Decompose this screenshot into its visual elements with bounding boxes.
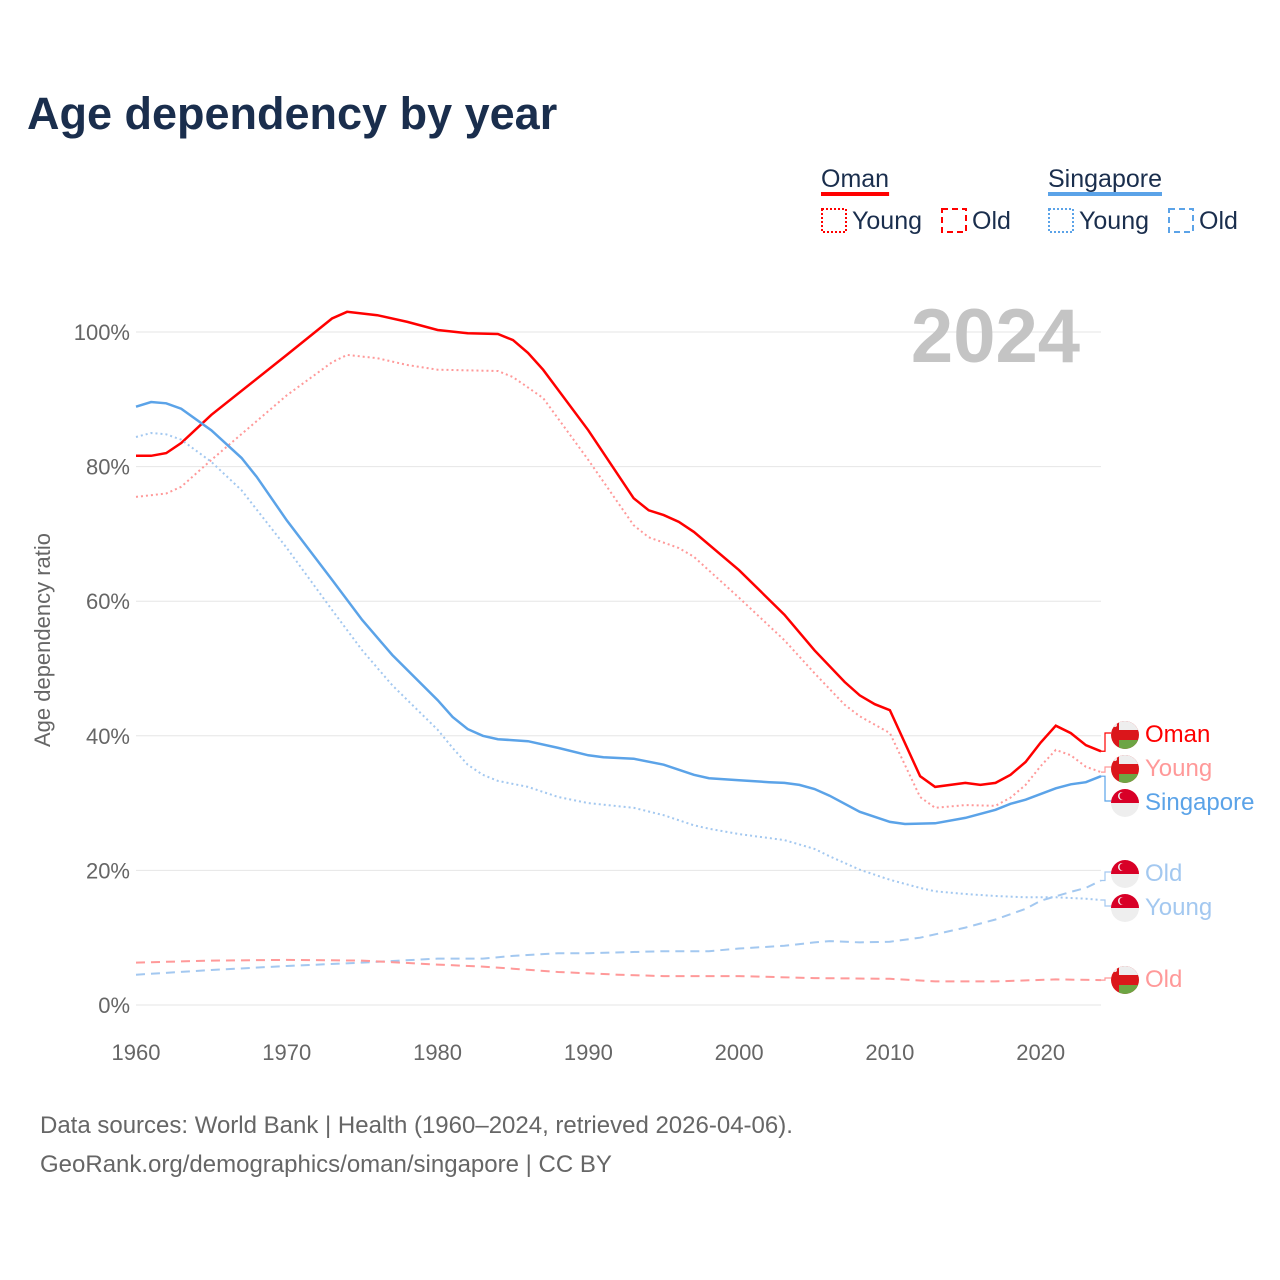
x-tick-label: 1960 <box>112 1040 161 1065</box>
singapore-flag-icon <box>1111 860 1139 888</box>
oman-flag-icon <box>1111 721 1139 749</box>
y-tick-label: 80% <box>86 455 130 480</box>
end-label: Oman <box>1101 721 1210 752</box>
legend-group-singapore[interactable]: Singapore Young Old <box>1048 165 1238 235</box>
legend-country[interactable]: Singapore <box>1048 165 1162 193</box>
series-lines <box>135 310 1102 983</box>
oman-flag-icon <box>1111 966 1139 994</box>
legend: Oman Young Old Singapore Young Old <box>821 165 1238 235</box>
end-labels: Oman Young Singapore Old Young Old <box>1101 721 1254 994</box>
legend-item-old[interactable]: Old <box>1199 207 1238 235</box>
end-label: Singapore <box>1101 775 1254 817</box>
footer-sources: Data sources: World Bank | Health (1960–… <box>40 1112 793 1139</box>
x-tick-label: 2000 <box>715 1040 764 1065</box>
end-label-text: Young <box>1145 755 1212 782</box>
oman-flag-icon <box>1111 755 1139 783</box>
x-axis-ticks: 1960 1970 1980 1990 2000 2010 2020 <box>112 1040 1066 1065</box>
x-tick-label: 1980 <box>413 1040 462 1065</box>
footer: Data sources: World Bank | Health (1960–… <box>40 1106 793 1184</box>
y-axis-label: Age dependency ratio <box>30 533 55 747</box>
year-watermark: 2024 <box>911 294 1080 379</box>
x-tick-label: 2010 <box>865 1040 914 1065</box>
end-label-text: Oman <box>1145 721 1210 748</box>
legend-item-old[interactable]: Old <box>972 207 1011 235</box>
end-label: Young <box>1101 894 1212 922</box>
x-tick-label: 2020 <box>1016 1040 1065 1065</box>
series-line-oman[interactable] <box>136 310 1102 789</box>
legend-swatch-old <box>941 208 967 233</box>
end-label-text: Old <box>1145 860 1182 887</box>
singapore-flag-icon <box>1111 789 1139 817</box>
gridlines <box>136 331 1101 1006</box>
y-axis-ticks: 0% 20% 40% 60% 80% 100% <box>74 320 130 1018</box>
legend-country[interactable]: Oman <box>821 165 889 193</box>
legend-group-oman[interactable]: Oman Young Old <box>821 165 1011 235</box>
legend-item-young[interactable]: Young <box>852 207 922 235</box>
leader-line <box>1101 871 1111 882</box>
end-label-text: Singapore <box>1145 789 1254 816</box>
end-label-text: Old <box>1145 966 1182 993</box>
end-label: Young <box>1101 755 1212 783</box>
leader-line <box>1101 775 1111 802</box>
y-tick-label: 40% <box>86 724 130 749</box>
legend-underline <box>1048 192 1162 196</box>
leader-line <box>1101 899 1111 907</box>
end-label-text: Young <box>1145 894 1212 921</box>
series-line-singapore-old[interactable] <box>135 879 1102 976</box>
legend-swatch-young <box>821 208 847 233</box>
y-tick-label: 0% <box>98 993 130 1018</box>
legend-swatch-old <box>1168 208 1194 233</box>
legend-item-young[interactable]: Young <box>1079 207 1149 235</box>
end-label: Old <box>1101 966 1182 994</box>
leader-line <box>1101 977 1111 981</box>
leader-line <box>1101 766 1111 773</box>
footer-attribution: GeoRank.org/demographics/oman/singapore … <box>40 1151 612 1178</box>
legend-swatch-young <box>1048 208 1074 233</box>
x-tick-label: 1970 <box>262 1040 311 1065</box>
legend-underline <box>821 192 890 196</box>
y-tick-label: 60% <box>86 589 130 614</box>
series-line-singapore[interactable] <box>135 400 1102 826</box>
series-line-oman-young[interactable] <box>135 353 1102 809</box>
singapore-flag-icon <box>1111 894 1139 922</box>
series-line-singapore-young[interactable] <box>135 431 1102 901</box>
series-line-oman-old[interactable] <box>135 958 1102 983</box>
leader-line <box>1101 732 1111 752</box>
chart-title: Age dependency by year <box>27 88 558 139</box>
x-tick-label: 1990 <box>564 1040 613 1065</box>
y-tick-label: 100% <box>74 320 130 345</box>
end-label: Old <box>1101 860 1182 888</box>
y-tick-label: 20% <box>86 858 130 883</box>
